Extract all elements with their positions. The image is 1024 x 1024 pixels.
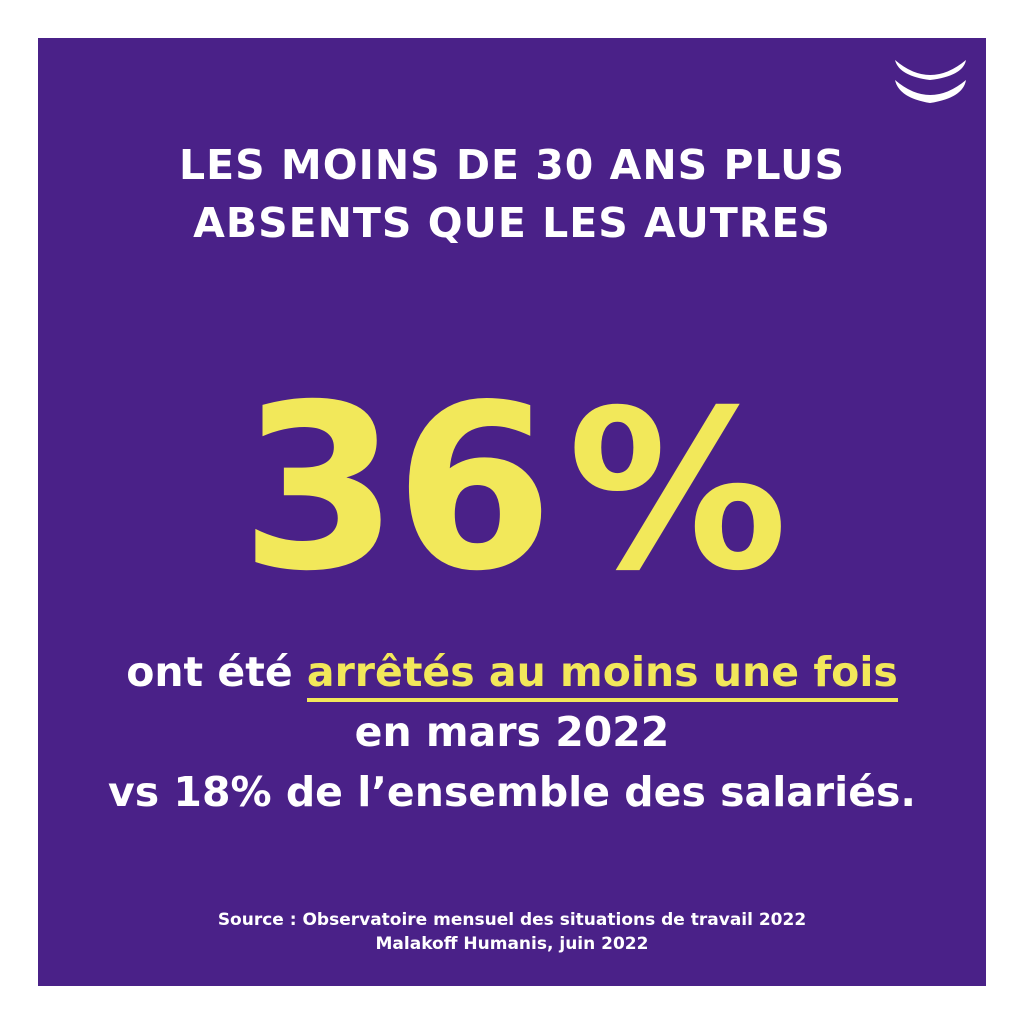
source-line-2: Malakoff Humanis, juin 2022 — [375, 934, 649, 954]
key-statistic: 36% — [38, 368, 986, 611]
description-prefix: ont été — [126, 648, 307, 696]
source-line-1: Source : Observatoire mensuel des situat… — [217, 910, 807, 930]
infographic-card: LES MOINS DE 30 ANS PLUS ABSENTS QUE LES… — [38, 38, 986, 986]
headline-line-1: LES MOINS DE 30 ANS PLUS — [179, 141, 845, 189]
description-line-3: vs 18% de l’ensemble des salariés. — [108, 768, 916, 816]
source-citation: Source : Observatoire mensuel des situat… — [38, 908, 986, 956]
headline: LES MOINS DE 30 ANS PLUS ABSENTS QUE LES… — [38, 136, 986, 252]
statistic-unit: % — [567, 363, 787, 619]
brand-logo-icon — [893, 56, 968, 108]
statistic-description: ont été arrêtés au moins une fois en mar… — [38, 642, 986, 822]
description-line-2: en mars 2022 — [354, 708, 670, 756]
statistic-value: 36 — [240, 355, 553, 621]
headline-line-2: ABSENTS QUE LES AUTRES — [193, 199, 831, 247]
description-line-1: ont été arrêtés au moins une fois — [38, 642, 986, 702]
description-highlight: arrêtés au moins une fois — [306, 648, 898, 702]
